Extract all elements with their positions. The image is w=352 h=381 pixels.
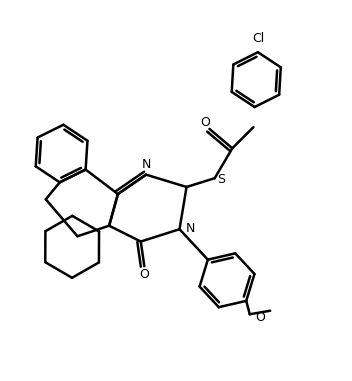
Text: O: O [200, 116, 210, 129]
Text: S: S [217, 173, 225, 186]
Text: Cl: Cl [252, 32, 264, 45]
Text: O: O [139, 269, 149, 282]
Text: N: N [142, 158, 151, 171]
Text: N: N [186, 222, 195, 235]
Text: O: O [255, 311, 265, 323]
